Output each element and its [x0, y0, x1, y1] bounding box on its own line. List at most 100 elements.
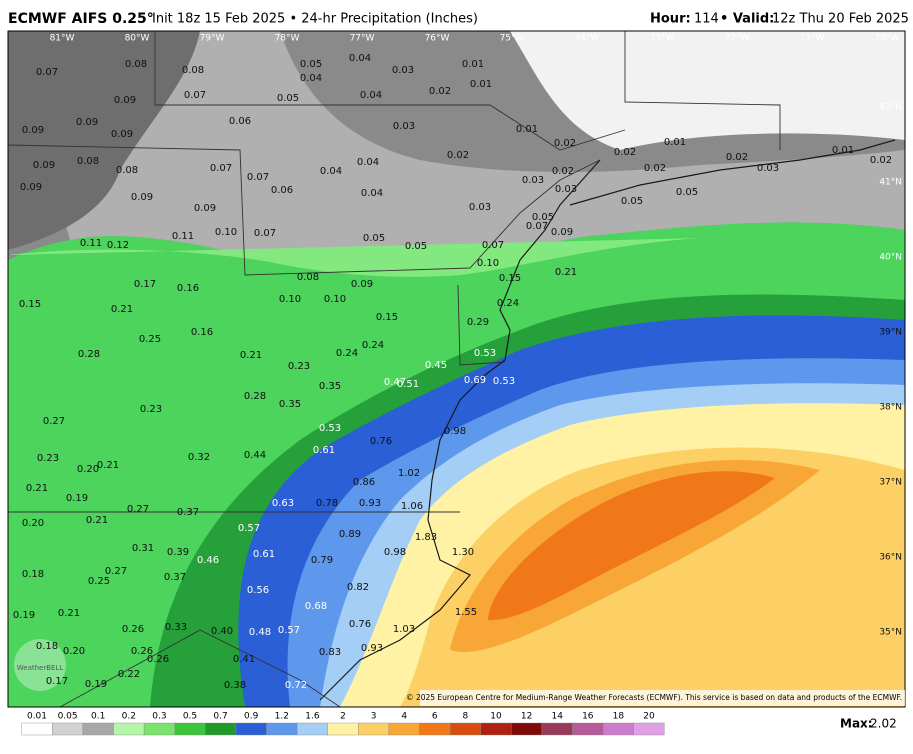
- point-value: 0.61: [313, 445, 335, 456]
- point-value: 0.93: [361, 643, 383, 654]
- point-value: 0.07: [184, 90, 206, 101]
- point-value: 0.19: [13, 610, 35, 621]
- point-value: 0.31: [132, 543, 154, 554]
- colorbar-swatch: [572, 722, 604, 736]
- point-value: 0.47: [384, 377, 406, 388]
- point-value: 0.01: [832, 145, 854, 156]
- light-gray-field: [8, 31, 905, 271]
- point-value: 0.24: [336, 348, 358, 359]
- point-value: 0.53: [474, 348, 496, 359]
- subtitle: Init 18z 15 Feb 2025 • 24-hr Precipitati…: [152, 12, 478, 27]
- colorbar-tick-label: 1.2: [275, 712, 289, 722]
- latitude-label: 38°N: [879, 403, 902, 413]
- point-value: 0.35: [279, 399, 301, 410]
- point-value: 0.45: [425, 360, 447, 371]
- dark-orange-field: [488, 471, 775, 621]
- logo: WeatherBELL: [17, 664, 64, 672]
- point-value: 0.21: [555, 267, 577, 278]
- point-value: 0.08: [297, 272, 319, 283]
- point-value: 0.40: [211, 626, 233, 637]
- point-value: 0.04: [360, 90, 382, 101]
- point-value: 0.10: [324, 294, 346, 305]
- point-value: 0.21: [58, 608, 80, 619]
- point-value: 0.27: [127, 504, 149, 515]
- colorbar-swatch: [602, 722, 634, 736]
- longitude-label: 72°W: [725, 34, 750, 44]
- colorbar-swatch: [21, 722, 53, 736]
- colorbar-swatch: [480, 722, 512, 736]
- point-value: 0.18: [22, 569, 44, 580]
- title: ECMWF AIFS 0.25°: [8, 11, 154, 27]
- point-value: 0.05: [363, 233, 385, 244]
- point-value: 0.09: [22, 125, 44, 136]
- point-value: 0.05: [405, 241, 427, 252]
- point-value: 0.03: [393, 121, 415, 132]
- point-value: 0.03: [469, 202, 491, 213]
- point-value: 0.02: [726, 152, 748, 163]
- point-value: 0.39: [167, 547, 189, 558]
- point-value: 0.78: [316, 498, 338, 509]
- point-value: 0.61: [253, 549, 275, 560]
- map: [8, 31, 905, 707]
- point-value: 0.57: [278, 625, 300, 636]
- point-value: 0.02: [429, 86, 451, 97]
- point-value: 0.08: [116, 165, 138, 176]
- latitude-label: 36°N: [879, 553, 902, 563]
- point-value: 0.02: [614, 147, 636, 158]
- colorbar-swatch: [235, 722, 267, 736]
- colorbar-swatch: [541, 722, 573, 736]
- point-value: 0.29: [467, 317, 489, 328]
- point-value: 0.22: [118, 669, 140, 680]
- colorbar-tick-label: 18: [613, 712, 625, 722]
- point-value: 0.37: [177, 507, 199, 518]
- map-frame: [7, 30, 906, 708]
- point-value: 0.09: [111, 129, 133, 140]
- point-value: 0.76: [349, 619, 371, 630]
- point-value: 1.06: [401, 501, 423, 512]
- colorbar-tick-label: 14: [551, 712, 563, 722]
- colorbar-tick-label: 10: [490, 712, 502, 722]
- colorbar-tick-label: 3: [371, 712, 377, 722]
- point-value: 0.08: [182, 65, 204, 76]
- colorbar-swatch: [113, 722, 145, 736]
- point-value: 0.09: [194, 203, 216, 214]
- point-value: 0.93: [359, 498, 381, 509]
- hour-label: Hour:: [650, 12, 691, 27]
- point-value: 0.23: [140, 404, 162, 415]
- state-border: [8, 144, 601, 276]
- coastline: [319, 159, 601, 701]
- point-value: 0.05: [676, 187, 698, 198]
- colorbar-tick-label: 1.6: [305, 712, 320, 722]
- state-border: [624, 31, 781, 150]
- state-border: [59, 629, 341, 707]
- max-value: 2.02: [870, 717, 897, 731]
- point-value: 0.44: [244, 450, 266, 461]
- light-green-field: [8, 238, 700, 277]
- point-value: 0.41: [233, 654, 255, 665]
- point-value: 0.05: [621, 196, 643, 207]
- point-value: 0.23: [288, 361, 310, 372]
- colorbar-swatch: [449, 722, 481, 736]
- point-value: 0.21: [97, 460, 119, 471]
- point-value: 0.35: [319, 381, 341, 392]
- point-value: 0.15: [19, 299, 41, 310]
- point-value: 0.98: [444, 426, 466, 437]
- point-value: 0.51: [397, 379, 419, 390]
- point-value: 0.68: [305, 601, 327, 612]
- point-value: 0.03: [392, 65, 414, 76]
- point-value: 0.08: [125, 59, 147, 70]
- colorbar-tick-label: 0.01: [27, 712, 47, 722]
- colorbar-tick-label: 0.5: [183, 712, 197, 722]
- point-value: 0.53: [319, 423, 341, 434]
- colorbar-tick-label: 0.3: [152, 712, 166, 722]
- point-value: 0.09: [20, 182, 42, 193]
- gold-field: [400, 447, 905, 707]
- point-value: 0.23: [37, 453, 59, 464]
- point-value: 0.21: [111, 304, 133, 315]
- colorbar-tick-label: 16: [582, 712, 594, 722]
- point-value: 0.02: [870, 155, 892, 166]
- point-value: 0.24: [497, 298, 519, 309]
- point-value: 0.04: [320, 166, 342, 177]
- point-value: 0.10: [279, 294, 301, 305]
- point-value: 0.56: [247, 585, 269, 596]
